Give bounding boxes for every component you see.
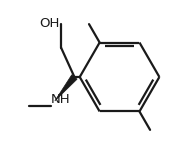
Text: NH: NH <box>51 93 71 106</box>
Polygon shape <box>55 75 77 101</box>
Text: OH: OH <box>39 17 60 30</box>
